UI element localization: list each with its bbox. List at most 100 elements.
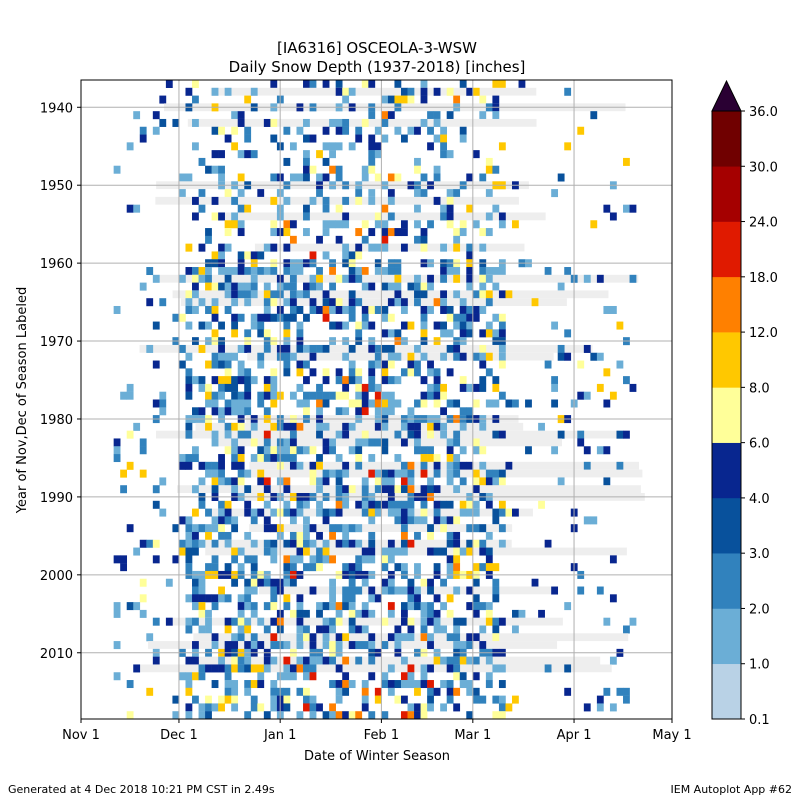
- snow-cell: [283, 594, 291, 603]
- snow-cell: [387, 228, 395, 237]
- snow-cell: [244, 625, 252, 634]
- snow-cell: [316, 461, 323, 470]
- snow-cell: [316, 485, 323, 494]
- snow-cell: [433, 173, 441, 182]
- snow-cell: [218, 383, 225, 392]
- snow-cell: [185, 321, 193, 330]
- snow-cell: [446, 633, 454, 642]
- colorbar-swatch: [712, 553, 741, 609]
- snow-cell: [159, 407, 167, 416]
- y-tick-label: 2010: [40, 647, 73, 662]
- snow-cell: [525, 446, 532, 455]
- snow-cell: [544, 539, 552, 548]
- snow-cell: [342, 586, 350, 595]
- snow-cell: [178, 516, 186, 525]
- snow-cell: [270, 454, 278, 463]
- y-tick-label: 1960: [40, 257, 73, 272]
- snow-cell: [185, 454, 193, 463]
- snow-cell: [498, 142, 506, 151]
- snow-cell: [322, 157, 330, 166]
- snow-cell: [479, 352, 487, 361]
- snow-cell: [505, 290, 513, 299]
- snow-cell: [459, 500, 467, 509]
- snow-cell: [538, 609, 545, 618]
- snow-cell: [244, 204, 252, 213]
- snow-cell: [250, 438, 258, 447]
- snow-cell: [400, 508, 408, 517]
- snow-cell: [244, 680, 252, 689]
- snow-cell: [420, 664, 428, 673]
- snow-cell: [616, 687, 624, 696]
- snow-cell: [453, 664, 461, 673]
- snow-cell: [479, 563, 487, 572]
- snow-cell: [440, 305, 448, 314]
- snow-cell: [348, 594, 356, 603]
- snow-cell: [381, 438, 389, 447]
- snow-cell: [211, 360, 219, 369]
- snow-cell: [250, 87, 258, 96]
- snow-cell: [198, 524, 206, 533]
- snow-cell: [335, 664, 343, 673]
- snow-cell: [407, 625, 415, 634]
- snow-cell: [198, 539, 206, 548]
- snow-cell: [218, 267, 225, 276]
- snow-cell: [146, 687, 154, 696]
- snow-cell: [192, 641, 199, 650]
- snow-cell: [407, 95, 415, 104]
- snow-cell: [270, 134, 278, 143]
- snow-cell: [309, 563, 317, 572]
- snow-cell: [355, 454, 363, 463]
- snow-cell: [577, 391, 585, 400]
- snow-cell: [446, 664, 454, 673]
- snow-cell: [309, 703, 317, 712]
- snow-cell: [446, 368, 454, 377]
- snow-cell: [355, 383, 363, 392]
- snow-cell: [231, 196, 239, 205]
- snow-cell: [296, 368, 304, 377]
- missing-band: [155, 430, 619, 439]
- snow-cell: [316, 305, 323, 314]
- snow-cell: [342, 711, 350, 720]
- snow-cell: [283, 196, 291, 205]
- snow-cell: [453, 454, 461, 463]
- snow-cell: [453, 633, 461, 642]
- snow-cell: [427, 360, 434, 369]
- snow-cell: [414, 204, 421, 213]
- snow-cell: [355, 461, 363, 470]
- snow-cell: [394, 469, 402, 478]
- snow-cell: [192, 672, 199, 681]
- snow-cell: [453, 656, 461, 665]
- colorbar-label: 30.0: [749, 160, 778, 175]
- snow-cell: [178, 344, 186, 353]
- snow-cell: [335, 305, 343, 314]
- snow-cell: [414, 711, 421, 720]
- snow-cell: [459, 461, 467, 470]
- snow-cell: [120, 469, 128, 478]
- snow-cell: [400, 95, 408, 104]
- missing-band: [170, 617, 563, 626]
- snow-cell: [479, 305, 487, 314]
- snow-cell: [309, 633, 317, 642]
- snow-cell: [133, 204, 141, 213]
- snow-cell: [544, 664, 552, 673]
- snow-cell: [309, 539, 317, 548]
- snow-cell: [596, 274, 604, 283]
- snow-cell: [185, 687, 193, 696]
- snow-cell: [374, 150, 382, 159]
- snow-cell: [394, 641, 402, 650]
- snow-cell: [420, 282, 428, 291]
- snow-cell: [590, 516, 598, 525]
- snow-cell: [609, 305, 617, 314]
- snow-cell: [224, 672, 232, 681]
- snow-cell: [414, 360, 421, 369]
- snow-cell: [414, 563, 421, 572]
- snow-cell: [348, 87, 356, 96]
- snow-cell: [126, 711, 134, 720]
- snow-cell: [322, 422, 330, 431]
- snow-cell: [414, 687, 421, 696]
- snow-cell: [414, 220, 421, 229]
- snow-cell: [440, 602, 448, 611]
- snow-cell: [407, 87, 415, 96]
- snow-cell: [316, 531, 323, 540]
- snow-cell: [427, 274, 434, 283]
